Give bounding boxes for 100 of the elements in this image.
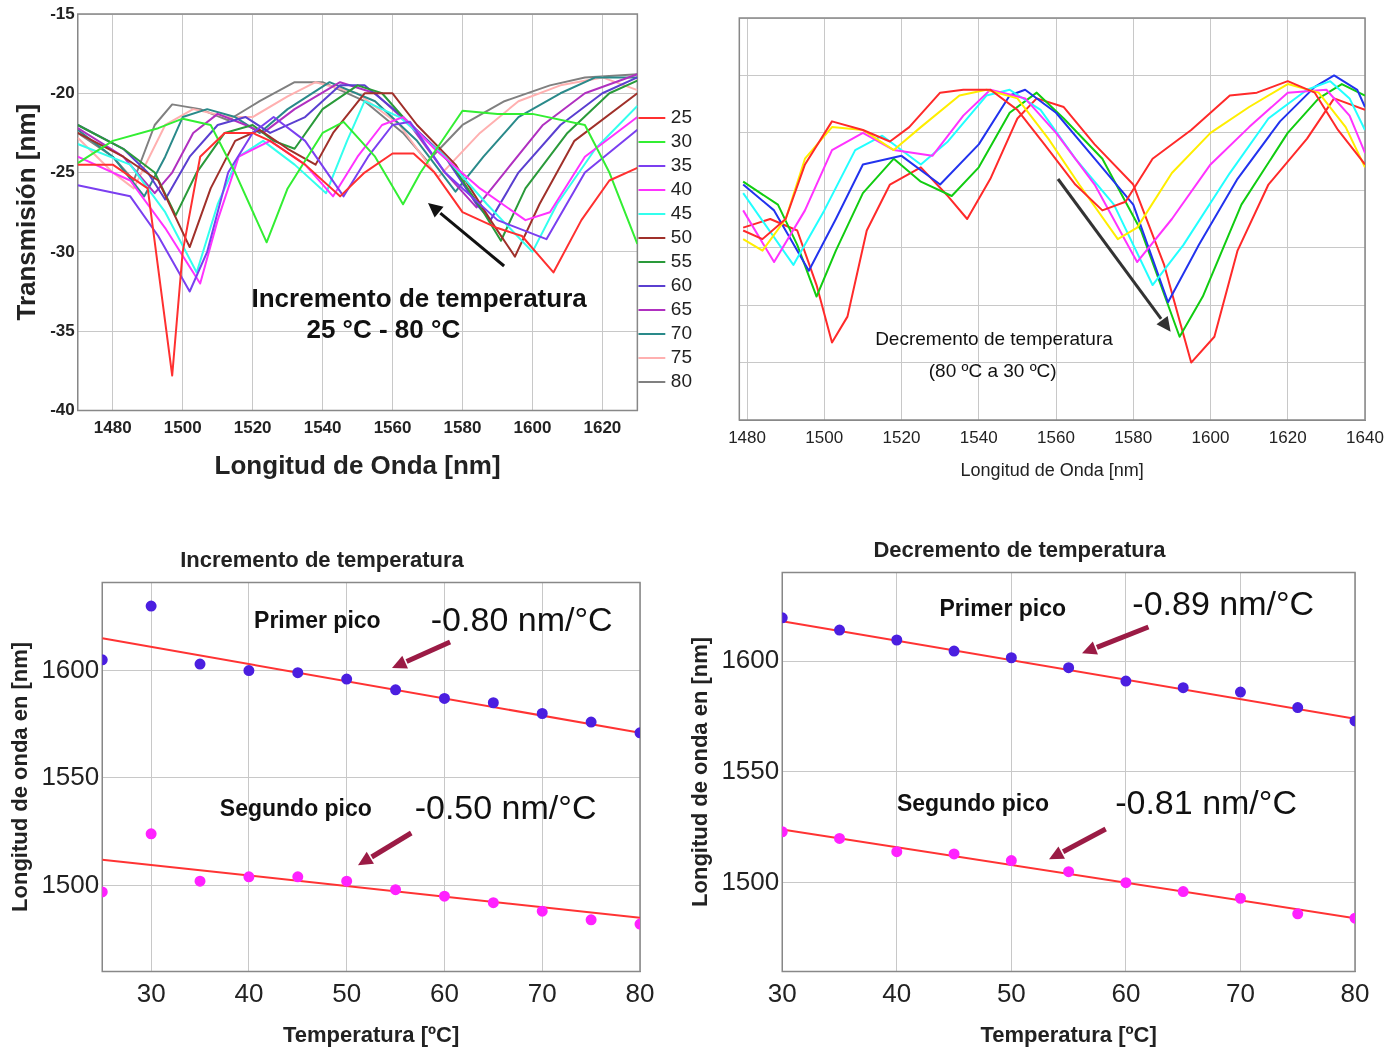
x-tick-label: 1540 bbox=[303, 418, 342, 438]
x-tick-label: 1480 bbox=[728, 427, 766, 447]
x-tick-label: 70 bbox=[1225, 978, 1255, 1009]
point bbox=[145, 600, 157, 612]
point bbox=[536, 905, 548, 917]
x-tick-label: 40 bbox=[882, 978, 912, 1009]
y-tick-label: -35 bbox=[50, 320, 75, 340]
point bbox=[834, 832, 846, 844]
point bbox=[1292, 702, 1304, 714]
point bbox=[1177, 682, 1189, 694]
point bbox=[243, 871, 255, 883]
annotation: -0.50 nm/°C bbox=[414, 787, 597, 826]
annotation: -0.89 nm/°C bbox=[1132, 584, 1315, 623]
annotation: Primer pico bbox=[254, 606, 381, 633]
x-tick-label: 80 bbox=[625, 978, 655, 1009]
point bbox=[1005, 855, 1017, 867]
point bbox=[585, 716, 597, 728]
point bbox=[948, 848, 960, 860]
y-tick-label: 1500 bbox=[721, 865, 780, 896]
point bbox=[292, 667, 304, 679]
point bbox=[341, 673, 353, 685]
x-tick-label: 80 bbox=[1340, 978, 1370, 1009]
x-tick-label: 60 bbox=[429, 978, 459, 1009]
y-tick-label: -30 bbox=[50, 241, 75, 261]
point bbox=[194, 875, 206, 887]
x-axis-title: Longitud de Onda [nm] bbox=[960, 460, 1144, 481]
chart-title: Decremento de temperatura bbox=[873, 537, 1167, 563]
point bbox=[1120, 675, 1132, 687]
point bbox=[292, 871, 304, 883]
x-tick-label: 1500 bbox=[163, 418, 202, 438]
point bbox=[891, 634, 903, 646]
legend-label: 70 bbox=[670, 322, 693, 344]
point bbox=[438, 692, 450, 704]
point bbox=[1063, 662, 1075, 674]
x-tick-label: 1600 bbox=[1191, 427, 1230, 447]
annotation: (80 ºC a 30 ºC) bbox=[928, 359, 1057, 381]
point bbox=[438, 890, 450, 902]
legend-label: 75 bbox=[670, 346, 693, 368]
x-tick-label: 1540 bbox=[959, 427, 998, 447]
chart-title: Incremento de temperatura bbox=[180, 547, 465, 573]
x-tick-label: 70 bbox=[527, 978, 557, 1009]
x-tick-label: 1500 bbox=[805, 427, 844, 447]
point bbox=[1005, 652, 1017, 664]
y-tick-label: 1550 bbox=[41, 761, 100, 792]
x-tick-label: 1580 bbox=[443, 418, 482, 438]
x-tick-label: 30 bbox=[136, 978, 166, 1009]
x-tick-label: 1520 bbox=[233, 418, 272, 438]
point bbox=[341, 875, 353, 887]
x-tick-label: 40 bbox=[234, 978, 264, 1009]
annotation: Incremento de temperatura bbox=[251, 282, 588, 313]
point bbox=[487, 697, 499, 709]
x-axis-title: Longitud de Onda [nm] bbox=[214, 449, 501, 480]
legend-label: 45 bbox=[670, 202, 693, 224]
annotation: Primer pico bbox=[939, 595, 1067, 622]
y-tick-label: -25 bbox=[50, 162, 75, 182]
legend-label: 50 bbox=[670, 226, 693, 248]
point bbox=[536, 708, 548, 719]
point bbox=[1177, 886, 1189, 898]
legend-label: 40 bbox=[670, 178, 693, 200]
x-tick-label: 1620 bbox=[583, 418, 622, 438]
y-tick-label: -20 bbox=[50, 82, 75, 102]
point bbox=[243, 665, 255, 677]
x-axis-title: Temperatura [ºC] bbox=[980, 1021, 1157, 1047]
y-tick-label: 1550 bbox=[721, 755, 780, 786]
y-axis-title: Transmisión [nm] bbox=[10, 103, 41, 321]
x-tick-label: 1560 bbox=[373, 418, 412, 438]
point bbox=[1234, 892, 1246, 904]
x-tick-label: 30 bbox=[767, 978, 797, 1009]
point bbox=[948, 645, 960, 657]
point bbox=[891, 846, 903, 858]
point bbox=[390, 684, 402, 696]
x-tick-label: 1560 bbox=[1037, 427, 1075, 447]
x-tick-label: 50 bbox=[996, 978, 1026, 1009]
x-tick-label: 50 bbox=[332, 978, 362, 1009]
annotation: Segundo pico bbox=[896, 790, 1049, 817]
point bbox=[585, 914, 597, 926]
point bbox=[145, 828, 157, 840]
point bbox=[194, 658, 206, 670]
y-tick-label: 1600 bbox=[41, 653, 100, 684]
x-axis-title: Temperatura [ºC] bbox=[282, 1021, 460, 1047]
point bbox=[1292, 908, 1304, 920]
y-tick-label: -15 bbox=[50, 3, 75, 23]
y-axis-title: Longitud de onda en [nm] bbox=[687, 636, 713, 907]
legend-label: 80 bbox=[670, 370, 693, 392]
x-tick-label: 1620 bbox=[1268, 427, 1307, 447]
y-tick-label: 1600 bbox=[721, 644, 780, 675]
annotation: -0.81 nm/°C bbox=[1115, 783, 1297, 822]
x-tick-label: 1520 bbox=[882, 427, 921, 447]
point bbox=[1120, 877, 1132, 889]
annotation: 25 °C - 80 °C bbox=[306, 314, 461, 345]
annotation: -0.80 nm/°C bbox=[430, 599, 613, 638]
x-tick-label: 1600 bbox=[513, 418, 552, 438]
point bbox=[1234, 686, 1246, 698]
point bbox=[487, 897, 499, 909]
legend-label: 55 bbox=[670, 250, 693, 272]
x-tick-label: 60 bbox=[1111, 978, 1141, 1009]
annotation: Segundo pico bbox=[219, 794, 372, 821]
legend-label: 25 bbox=[670, 106, 693, 128]
legend-label: 60 bbox=[670, 274, 693, 296]
point bbox=[1063, 866, 1075, 878]
